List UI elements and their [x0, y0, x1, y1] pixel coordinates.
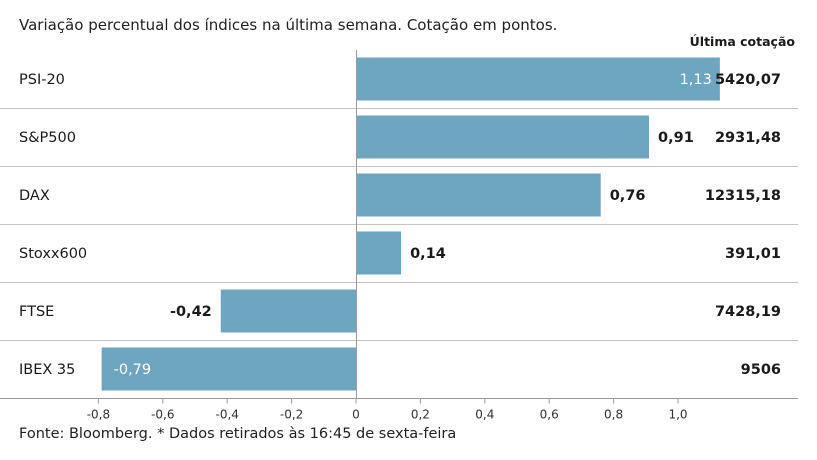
x-tick-label: 1,0: [668, 408, 687, 422]
category-label: PSI-20: [19, 72, 65, 88]
value-label: 0,76: [610, 188, 646, 204]
x-tick-label: 0,8: [604, 408, 623, 422]
category-labels: PSI-20 S&P500 DAX Stoxx600 FTSE IBEX 35: [19, 72, 87, 378]
category-label: IBEX 35: [19, 362, 75, 378]
bar-5: [101, 347, 357, 391]
x-tick-label: -0,6: [151, 408, 174, 422]
x-tick-label: 0,2: [411, 408, 430, 422]
value-label: 0,14: [410, 246, 446, 262]
value-label: -0,42: [170, 304, 212, 320]
bar-4: [220, 289, 356, 333]
bar-3: [356, 231, 402, 275]
last-quote-values: 5420,07 2931,48 12315,18 391,01 7428,19 9506: [705, 72, 781, 378]
x-tick-label: 0: [352, 408, 360, 422]
last-quote-value: 9506: [741, 362, 781, 378]
last-quote-value: 12315,18: [705, 188, 781, 204]
bar-1: [356, 115, 650, 159]
value-label: 1,13: [680, 72, 712, 88]
last-quote-value: 391,01: [725, 246, 781, 262]
last-quote-value: 5420,07: [715, 72, 781, 88]
last-quote-header: Última cotação: [690, 34, 796, 49]
chart-subtitle: Variação percentual dos índices na últim…: [19, 16, 558, 34]
value-label: -0,79: [114, 362, 152, 378]
last-quote-value: 2931,48: [715, 130, 781, 146]
category-label: DAX: [19, 188, 50, 204]
x-tick-label: -0,8: [87, 408, 110, 422]
footnote: Fonte: Bloomberg. * Dados retirados às 1…: [19, 426, 457, 442]
value-label: 0,91: [658, 130, 694, 146]
x-tick-label: -0,2: [280, 408, 303, 422]
x-tick-label: 0,6: [540, 408, 559, 422]
x-axis: -0,8 -0,6 -0,4 -0,2 0 0,2 0,4 0,6 0,8 1,0: [0, 50, 798, 422]
bar-2: [356, 173, 601, 217]
category-label: FTSE: [19, 304, 54, 320]
bars: [101, 57, 720, 391]
x-tick-label: 0,4: [475, 408, 494, 422]
last-quote-value: 7428,19: [715, 304, 781, 320]
value-labels: 1,13 0,91 0,76 0,14 -0,42 -0,79: [114, 72, 712, 378]
x-tick-label: -0,4: [215, 408, 238, 422]
category-label: Stoxx600: [19, 246, 87, 262]
category-label: S&P500: [19, 130, 76, 146]
bar-0: [356, 57, 720, 101]
row-dividers: [0, 108, 798, 341]
